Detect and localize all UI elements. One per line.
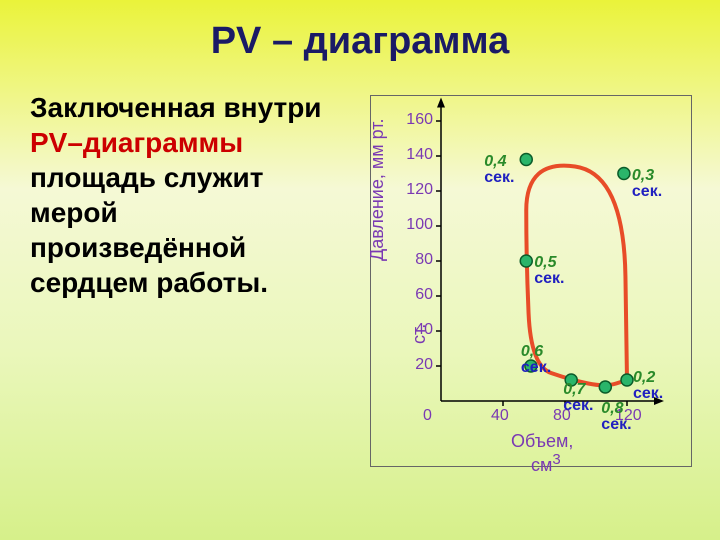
body-highlight: PV–диаграммы (30, 127, 243, 158)
y-tick-label: 20 (415, 356, 433, 374)
slide-title: PV – диаграмма (0, 20, 720, 63)
point-label-p05: 0,5сек. (534, 255, 564, 287)
y-tick-label: 160 (406, 111, 433, 129)
x-tick-label: 40 (491, 407, 509, 425)
pv-chart: Давление, мм рт. ст. Объем, см3 20406080… (370, 95, 692, 467)
y-tick-label: 60 (415, 286, 433, 304)
point-label-p06: 0,6сек. (521, 344, 551, 376)
slide: PV – диаграмма Заключенная внутри PV–диа… (0, 0, 720, 540)
y-tick-label: 40 (415, 321, 433, 339)
y-axis-label: Давление, мм рт. (367, 119, 388, 262)
body-pre: Заключенная внутри (30, 92, 322, 123)
origin-label: 0 (423, 407, 432, 425)
body-post: площадь служит мерой произведённой сердц… (30, 162, 268, 298)
x-axis-label-line1: Объем, (511, 431, 573, 452)
y-tick-label: 120 (406, 181, 433, 199)
body-paragraph: Заключенная внутри PV–диаграммы площадь … (30, 90, 340, 300)
point-label-p07: 0,7сек. (563, 382, 593, 414)
y-tick-label: 140 (406, 146, 433, 164)
point-label-p03: 0,3сек. (632, 168, 662, 200)
point-label-p04: 0,4сек. (484, 154, 514, 186)
y-tick-label: 80 (415, 251, 433, 269)
x-axis-label-line2: см3 (531, 451, 561, 476)
point-label-p02: 0,2сек. (633, 370, 663, 402)
point-label-p08: 0,8сек. (601, 401, 631, 433)
y-tick-label: 100 (406, 216, 433, 234)
